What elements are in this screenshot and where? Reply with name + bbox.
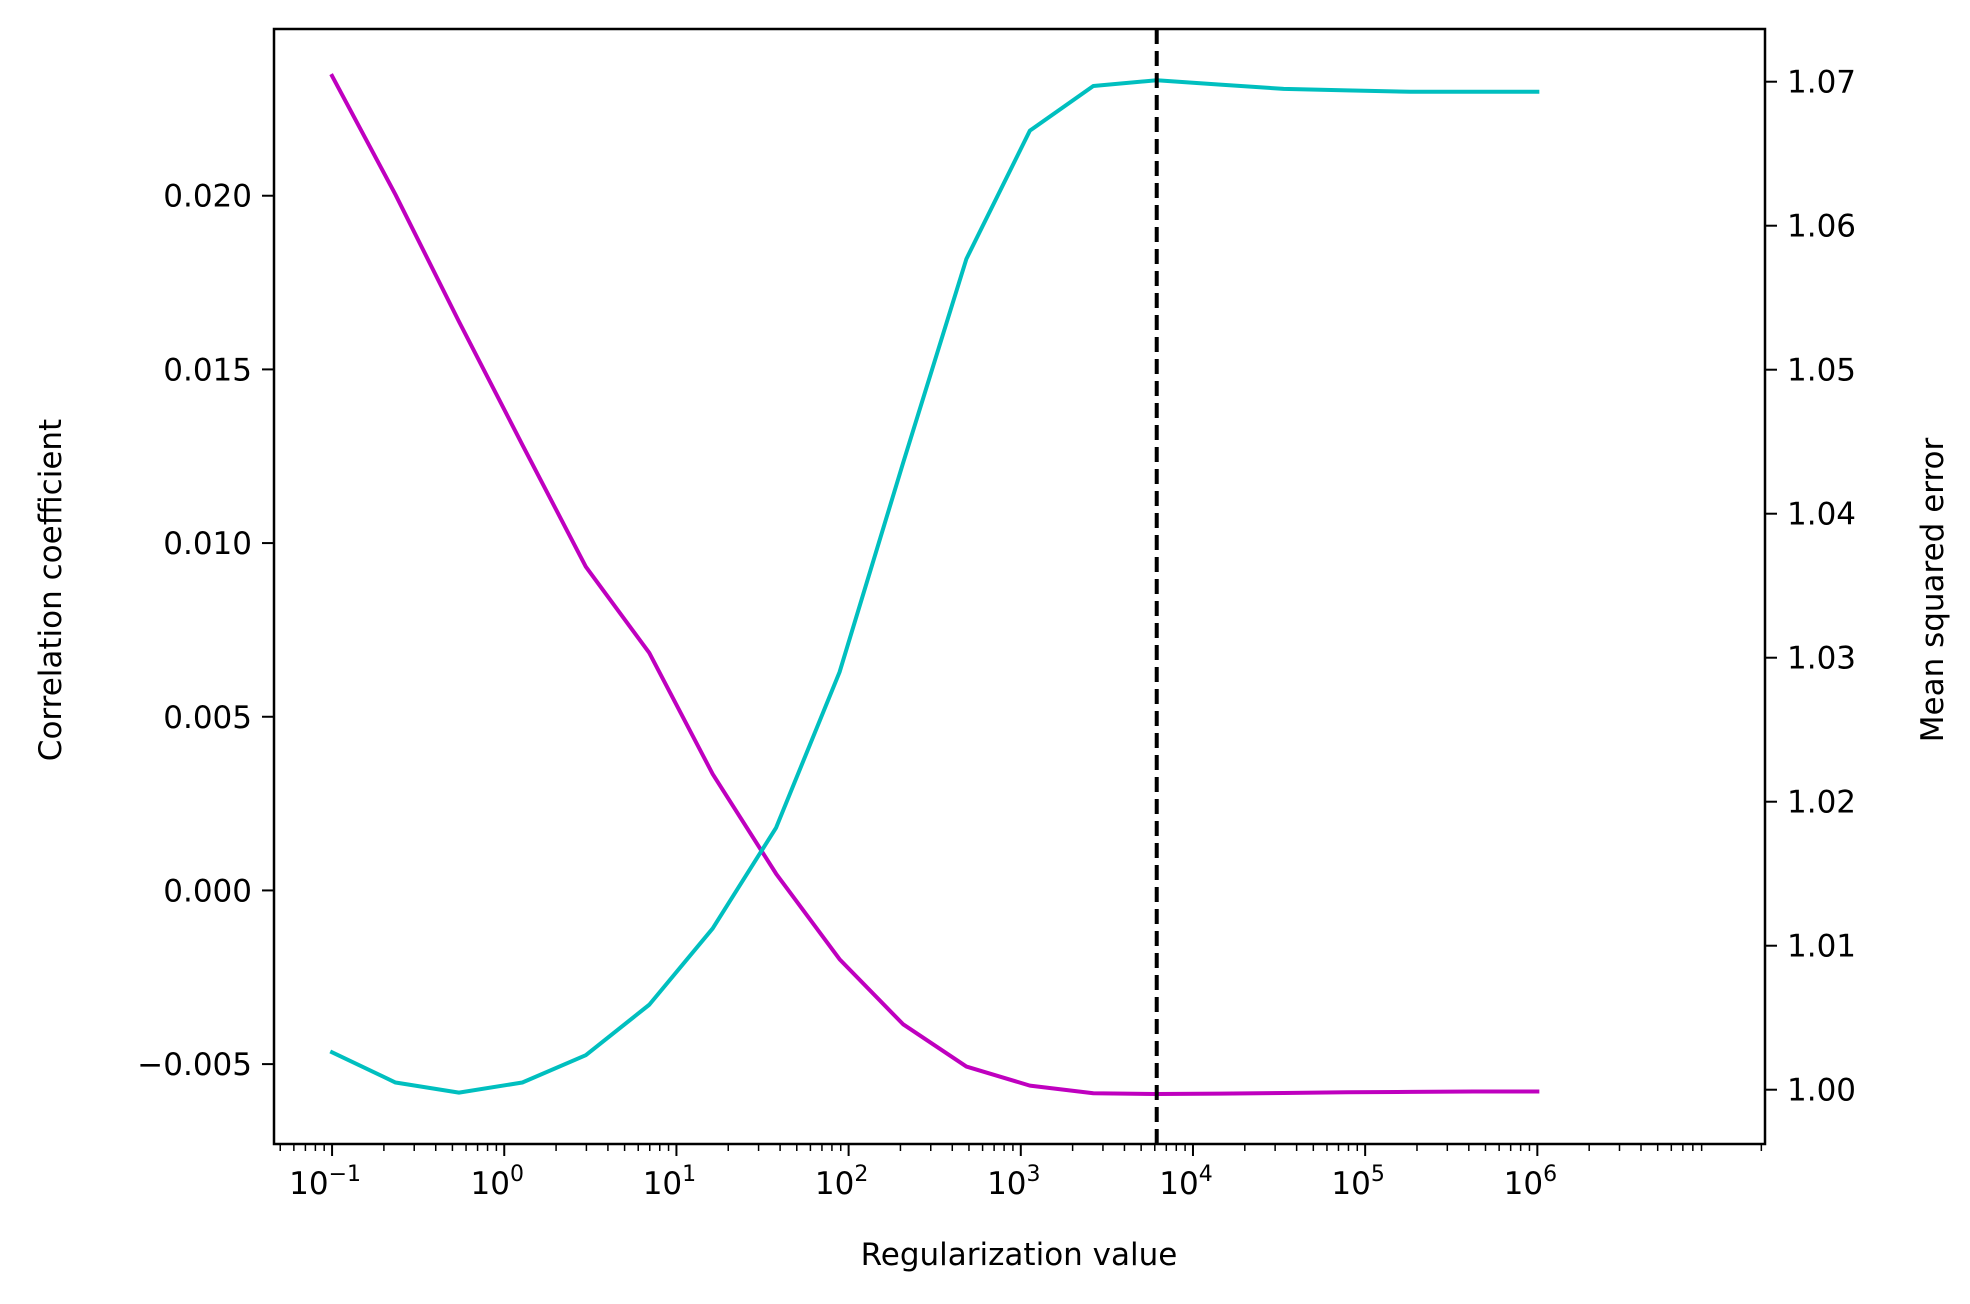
y-axis-label-left: Correlation coefficient bbox=[33, 419, 69, 761]
y-left-tick-label: 0.005 bbox=[163, 700, 252, 736]
y-left-tick-label: 0.020 bbox=[163, 179, 252, 215]
series-line-correlation bbox=[329, 73, 1540, 1096]
y-right-tick-label: 1.01 bbox=[1787, 929, 1856, 965]
x-tick-label: 10−1 bbox=[289, 1162, 361, 1202]
plot-frame bbox=[272, 27, 1767, 1146]
series-line-mse bbox=[329, 78, 1540, 1095]
y-left-tick-label: −0.005 bbox=[137, 1047, 252, 1083]
y-right-tick-label: 1.00 bbox=[1787, 1073, 1856, 1109]
y-right-tick-label: 1.05 bbox=[1787, 353, 1856, 389]
y-left-tick-label: 0.015 bbox=[163, 352, 252, 388]
y-left-tick-label: 0.000 bbox=[163, 873, 252, 909]
y-right-tick-label: 1.06 bbox=[1787, 209, 1856, 245]
x-tick-label: 100 bbox=[471, 1162, 524, 1202]
y-axis-label-right: Mean squared error bbox=[1915, 437, 1951, 742]
y-left-tick-label: 0.010 bbox=[163, 526, 252, 562]
plot-area bbox=[329, 29, 1540, 1144]
y-right-tick-label: 1.04 bbox=[1787, 497, 1856, 533]
x-axis-label: Regularization value bbox=[861, 1237, 1178, 1273]
y-right-tick-label: 1.02 bbox=[1787, 785, 1856, 821]
axes: 10−1 100 101 102 103 104 105 106−0.0050.0000.00… bbox=[137, 27, 1856, 1202]
y-right-tick-label: 1.03 bbox=[1787, 641, 1856, 677]
y-right-tick-label: 1.07 bbox=[1787, 65, 1856, 101]
